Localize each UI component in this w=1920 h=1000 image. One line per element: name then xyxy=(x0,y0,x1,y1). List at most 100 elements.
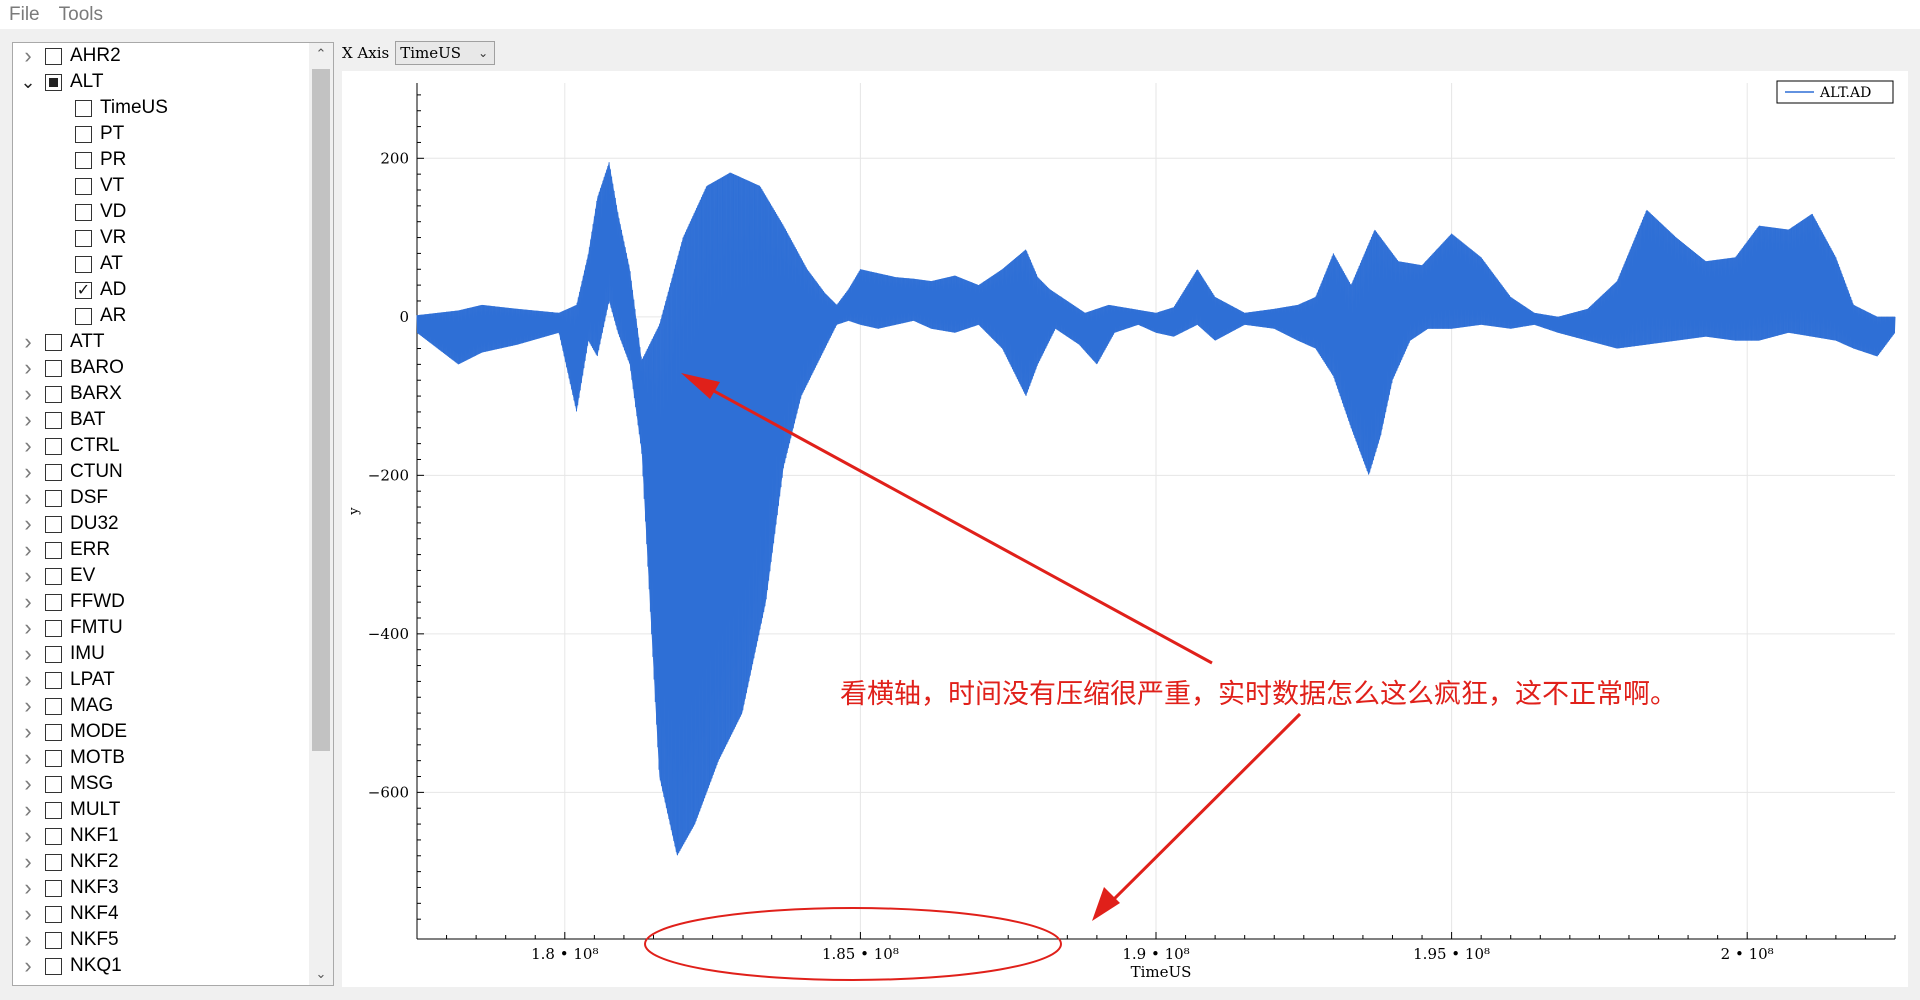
chevron-right-icon[interactable]: › xyxy=(24,667,32,692)
tree-checkbox[interactable] xyxy=(45,879,62,897)
tree-checkbox[interactable] xyxy=(75,151,92,169)
chevron-right-icon[interactable]: › xyxy=(24,615,32,640)
tree-checkbox[interactable] xyxy=(45,697,62,715)
chevron-right-icon[interactable]: › xyxy=(24,433,32,458)
chevron-right-icon[interactable]: › xyxy=(24,771,32,796)
tree-checkbox[interactable] xyxy=(45,489,62,507)
tree-checkbox[interactable] xyxy=(45,437,62,455)
chevron-right-icon[interactable]: › xyxy=(24,927,32,952)
tree-item-nkf5[interactable]: › NKF5 xyxy=(13,927,309,953)
tree-item-timeus[interactable]: TimeUS xyxy=(13,95,309,121)
tree-checkbox[interactable] xyxy=(45,593,62,611)
scroll-thumb[interactable] xyxy=(312,69,330,751)
tree-checkbox[interactable] xyxy=(75,125,92,143)
x-axis-select[interactable]: TimeUS ⌄ xyxy=(395,41,496,65)
tree-checkbox[interactable] xyxy=(45,359,62,377)
tree-item-nkf2[interactable]: › NKF2 xyxy=(13,849,309,875)
tree-checkbox[interactable] xyxy=(45,619,62,637)
tree-item-nkq1[interactable]: › NKQ1 xyxy=(13,953,309,979)
tree-checkbox[interactable] xyxy=(45,333,62,351)
chevron-right-icon[interactable]: › xyxy=(24,563,32,588)
tree-checkbox[interactable] xyxy=(45,47,62,65)
tree-item-ahr2[interactable]: › AHR2 xyxy=(13,43,309,69)
tree-checkbox[interactable] xyxy=(45,411,62,429)
tree-item-imu[interactable]: › IMU xyxy=(13,641,309,667)
tree-checkbox[interactable] xyxy=(45,73,62,91)
chevron-right-icon[interactable]: › xyxy=(24,797,32,822)
tree-item-vd[interactable]: VD xyxy=(13,199,309,225)
tree-checkbox[interactable] xyxy=(45,541,62,559)
chevron-right-icon[interactable]: › xyxy=(24,953,32,978)
tree-item-dsf[interactable]: › DSF xyxy=(13,485,309,511)
tree-item-motb[interactable]: › MOTB xyxy=(13,745,309,771)
tree-item-ar[interactable]: AR xyxy=(13,303,309,329)
tree-scrollbar[interactable]: ⌃ ⌄ xyxy=(309,43,333,985)
tree-item-pt[interactable]: PT xyxy=(13,121,309,147)
chevron-right-icon[interactable]: › xyxy=(24,849,32,874)
tree-item-vt[interactable]: VT xyxy=(13,173,309,199)
menu-tools[interactable]: Tools xyxy=(58,4,103,25)
tree-item-mult[interactable]: › MULT xyxy=(13,797,309,823)
tree-item-pr[interactable]: PR xyxy=(13,147,309,173)
plot-panel[interactable]: −600 −400 −200 0 200 1.8 • 10⁸ 1.85 • 10⁸ 1.9 •… xyxy=(342,71,1908,987)
tree-checkbox[interactable] xyxy=(45,827,62,845)
chevron-right-icon[interactable]: › xyxy=(24,381,32,406)
chevron-right-icon[interactable]: › xyxy=(24,589,32,614)
tree-checkbox[interactable] xyxy=(75,255,92,273)
chevron-right-icon[interactable]: › xyxy=(24,43,32,68)
chevron-right-icon[interactable]: › xyxy=(24,823,32,848)
chevron-right-icon[interactable]: › xyxy=(24,693,32,718)
line-plot[interactable]: −600 −400 −200 0 200 1.8 • 10⁸ 1.85 • 10⁸ 1.9 •… xyxy=(342,71,1908,987)
chevron-right-icon[interactable]: › xyxy=(24,459,32,484)
tree-checkbox[interactable] xyxy=(45,515,62,533)
tree-item-ffwd[interactable]: › FFWD xyxy=(13,589,309,615)
tree-item-ctun[interactable]: › CTUN xyxy=(13,459,309,485)
tree-item-mag[interactable]: › MAG xyxy=(13,693,309,719)
tree-checkbox[interactable] xyxy=(75,177,92,195)
tree-item-ctrl[interactable]: › CTRL xyxy=(13,433,309,459)
tree-item-baro[interactable]: › BARO xyxy=(13,355,309,381)
tree-item-fmtu[interactable]: › FMTU xyxy=(13,615,309,641)
chevron-right-icon[interactable]: › xyxy=(24,511,32,536)
tree-checkbox[interactable] xyxy=(45,723,62,741)
tree-item-nkf4[interactable]: › NKF4 xyxy=(13,901,309,927)
tree-item-at[interactable]: AT xyxy=(13,251,309,277)
tree-item-msg[interactable]: › MSG xyxy=(13,771,309,797)
tree-item-lpat[interactable]: › LPAT xyxy=(13,667,309,693)
tree-checkbox[interactable] xyxy=(45,749,62,767)
tree-item-du32[interactable]: › DU32 xyxy=(13,511,309,537)
tree-checkbox[interactable] xyxy=(75,281,92,299)
tree-checkbox[interactable] xyxy=(45,463,62,481)
tree-item-att[interactable]: › ATT xyxy=(13,329,309,355)
tree-item-mode[interactable]: › MODE xyxy=(13,719,309,745)
chevron-right-icon[interactable]: › xyxy=(24,329,32,354)
tree-checkbox[interactable] xyxy=(75,99,92,117)
tree-checkbox[interactable] xyxy=(45,385,62,403)
chevron-right-icon[interactable]: › xyxy=(24,875,32,900)
tree-item-err[interactable]: › ERR xyxy=(13,537,309,563)
tree-checkbox[interactable] xyxy=(45,801,62,819)
tree-item-ad[interactable]: AD xyxy=(13,277,309,303)
tree-checkbox[interactable] xyxy=(45,957,62,975)
tree-checkbox[interactable] xyxy=(75,307,92,325)
chevron-right-icon[interactable]: › xyxy=(24,485,32,510)
tree-item-nkf1[interactable]: › NKF1 xyxy=(13,823,309,849)
tree-checkbox[interactable] xyxy=(45,671,62,689)
tree-checkbox[interactable] xyxy=(45,645,62,663)
chevron-down-icon[interactable]: ⌄ xyxy=(20,71,36,92)
scroll-down-icon[interactable]: ⌄ xyxy=(315,966,327,981)
menu-file[interactable]: File xyxy=(9,4,40,25)
tree-item-alt[interactable]: ⌄ ALT xyxy=(13,69,309,95)
chevron-right-icon[interactable]: › xyxy=(24,537,32,562)
tree-item-nkf3[interactable]: › NKF3 xyxy=(13,875,309,901)
tree-checkbox[interactable] xyxy=(75,203,92,221)
tree-checkbox[interactable] xyxy=(45,905,62,923)
chevron-right-icon[interactable]: › xyxy=(24,407,32,432)
chevron-right-icon[interactable]: › xyxy=(24,641,32,666)
tree-item-vr[interactable]: VR xyxy=(13,225,309,251)
tree-item-ev[interactable]: › EV xyxy=(13,563,309,589)
chevron-right-icon[interactable]: › xyxy=(24,901,32,926)
chevron-right-icon[interactable]: › xyxy=(24,719,32,744)
tree-checkbox[interactable] xyxy=(45,567,62,585)
tree-checkbox[interactable] xyxy=(45,931,62,949)
